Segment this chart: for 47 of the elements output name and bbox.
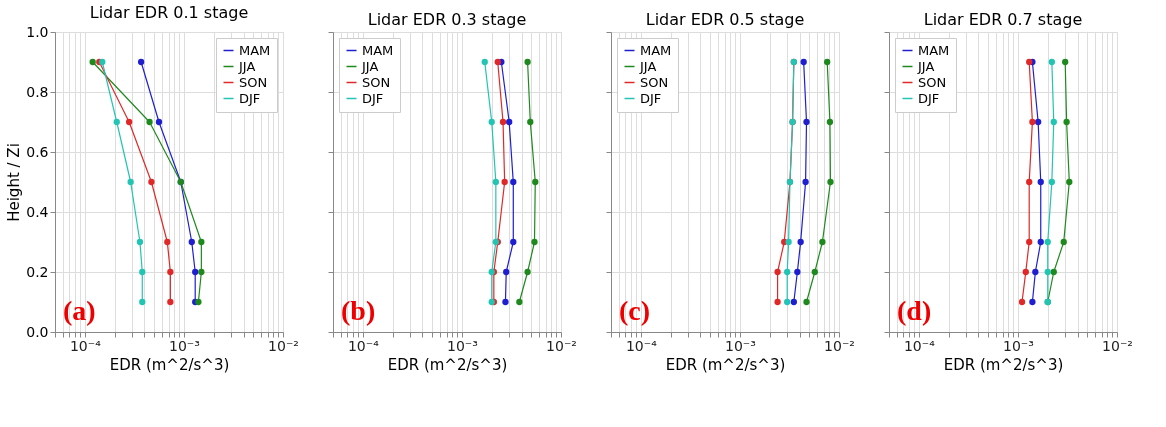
- legend-label: MAM: [640, 42, 672, 58]
- legend-label: MAM: [362, 42, 394, 58]
- annotation: (a): [63, 295, 96, 326]
- y-tick-label: 0.6: [26, 143, 49, 160]
- chart-title: Lidar EDR 0.7 stage: [923, 9, 1083, 29]
- y-tick-label: 1.0: [26, 23, 49, 40]
- legend-label: JJA: [361, 58, 379, 74]
- chart-title: Lidar EDR 0.5 stage: [645, 9, 805, 29]
- chart-title: Lidar EDR 0.1 stage: [89, 3, 249, 22]
- legend-label: MAM: [239, 42, 271, 58]
- legend-label: JJA: [639, 58, 657, 74]
- legend-label: SON: [239, 74, 268, 90]
- x-axis-title: EDR (m^2/s^3): [943, 355, 1064, 374]
- y-tick-label: 0.8: [26, 83, 49, 100]
- legend-label: SON: [640, 74, 669, 90]
- x-tick-label: 10⁻⁴: [903, 337, 936, 354]
- x-tick-label: 10⁻⁴: [347, 337, 380, 354]
- legend-label: DJF: [362, 90, 384, 106]
- x-tick-label: 10⁻²: [546, 337, 577, 354]
- annotation: (c): [619, 295, 651, 326]
- chart-title: Lidar EDR 0.3 stage: [367, 9, 527, 29]
- x-tick-label: 10⁻⁴: [69, 337, 102, 354]
- x-tick-label: 10⁻²: [824, 337, 855, 354]
- x-tick-label: 10⁻²: [1102, 337, 1133, 354]
- legend-label: JJA: [238, 58, 256, 74]
- legend-label: SON: [918, 74, 947, 90]
- y-tick-label: 0.4: [26, 203, 49, 220]
- x-tick-label: 10⁻³: [169, 337, 200, 354]
- x-tick-label: 10⁻³: [447, 337, 478, 354]
- legend-label: SON: [362, 74, 391, 90]
- x-tick-label: 10⁻²: [268, 337, 299, 354]
- x-tick-label: 10⁻³: [1003, 337, 1034, 354]
- x-tick-label: 10⁻⁴: [625, 337, 658, 354]
- x-axis-title: EDR (m^2/s^3): [665, 355, 786, 374]
- x-tick-label: 10⁻³: [725, 337, 756, 354]
- y-tick-label: 0.0: [26, 323, 49, 340]
- legend-label: JJA: [917, 58, 935, 74]
- x-axis-title: EDR (m^2/s^3): [109, 355, 230, 374]
- annotation: (d): [897, 295, 932, 326]
- legend-label: DJF: [640, 90, 662, 106]
- y-tick-label: 0.2: [26, 263, 49, 280]
- legend-label: DJF: [239, 90, 261, 106]
- x-axis-title: EDR (m^2/s^3): [387, 355, 508, 374]
- y-axis-title: Height / Zi: [5, 143, 24, 222]
- legend-label: MAM: [918, 42, 950, 58]
- legend-label: DJF: [918, 90, 940, 106]
- annotation: (b): [341, 295, 376, 326]
